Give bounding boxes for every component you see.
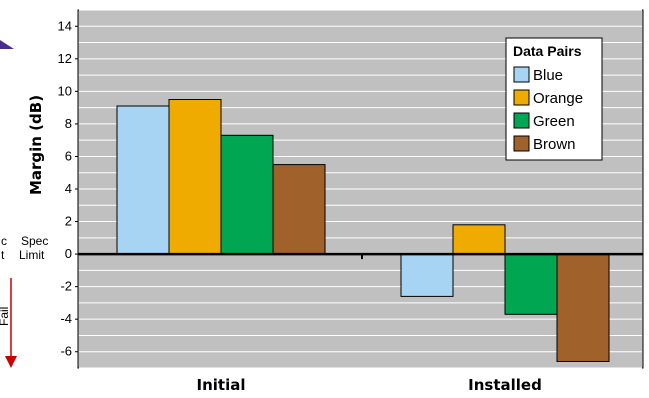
- y-tick-label: -2: [60, 279, 72, 294]
- y-tick-label: 12: [58, 51, 72, 66]
- y-tick-label: -6: [60, 344, 72, 359]
- legend-label-brown: Brown: [533, 136, 576, 153]
- bar-brown-installed: [556, 253, 610, 362]
- y-axis-ticks: 14 12 10 8 6 4 2 0 -2 -4 -6: [58, 18, 78, 359]
- bar-orange-installed: [452, 224, 506, 255]
- spec-limit-label-1: Spec: [21, 234, 48, 248]
- y-tick-label: 6: [65, 148, 72, 163]
- spec-limit-left-label-1: c: [1, 234, 7, 248]
- bar-brown-initial: [272, 164, 326, 255]
- legend-title: Data Pairs: [513, 43, 582, 59]
- legend-label-orange: Orange: [533, 90, 583, 107]
- bar-green-initial: [220, 134, 274, 255]
- y-tick-label: 0: [65, 246, 72, 261]
- fail-label: Fail: [0, 307, 11, 326]
- y-axis-title: Margin (dB): [27, 95, 45, 195]
- y-tick-label: 4: [65, 181, 72, 196]
- legend-swatch-green: [513, 112, 530, 129]
- y-tick-label: 10: [58, 83, 72, 98]
- bars: [116, 99, 610, 362]
- legend-label-blue: Blue: [533, 67, 563, 84]
- y-tick-label: 2: [65, 214, 72, 229]
- legend-swatch-blue: [513, 66, 530, 83]
- legend-items: Blue Orange Green Brown: [513, 66, 583, 153]
- y-tick-label: 8: [65, 116, 72, 131]
- legend: Data Pairs Blue Orange Green Brown: [505, 37, 603, 161]
- legend-swatch-brown: [513, 135, 530, 152]
- y-tick-label: -4: [60, 311, 72, 326]
- bar-green-installed: [504, 253, 558, 315]
- spec-limit-left-label-2: t: [1, 248, 5, 262]
- legend-label-green: Green: [533, 113, 575, 130]
- category-label-initial: Initial: [197, 376, 246, 394]
- y-tick-label: 14: [58, 18, 72, 33]
- category-labels: Initial Installed: [197, 376, 542, 394]
- category-label-installed: Installed: [468, 376, 542, 394]
- spec-limit-label-2: Limit: [19, 248, 45, 262]
- legend-swatch-orange: [513, 89, 530, 106]
- pass-arrow-tip: [0, 40, 14, 49]
- fail-arrow-head: [5, 356, 17, 368]
- bar-orange-initial: [168, 99, 222, 255]
- bar-blue-installed: [400, 253, 454, 297]
- bar-blue-initial: [116, 105, 170, 255]
